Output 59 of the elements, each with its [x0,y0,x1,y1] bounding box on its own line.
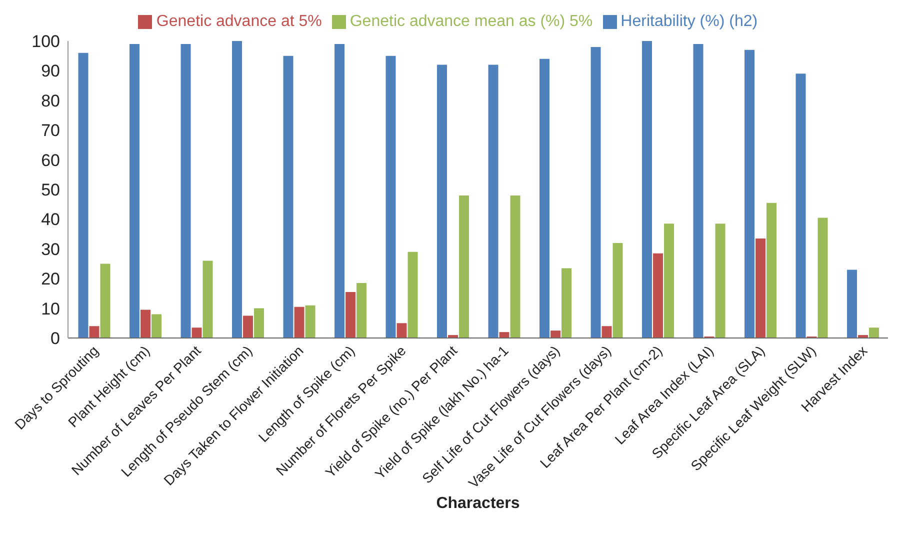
y-tick-label: 60 [41,150,60,170]
bar [847,270,857,338]
bar [294,306,304,338]
bar [202,260,213,338]
legend-label: Genetic advance at 5% [156,13,322,30]
bar [192,328,202,338]
bar [590,46,601,338]
legend-label: Heritability (%) (h2) [620,13,758,30]
bar [869,328,879,338]
bar [408,252,418,338]
bar [356,283,366,338]
bar [744,50,754,338]
x-axis-title: Characters [436,495,520,512]
y-tick-label: 70 [41,121,60,140]
bar [232,41,242,338]
bar [78,52,88,338]
bar [334,44,344,338]
bar [766,202,776,338]
bar [254,308,264,338]
bar [540,58,550,338]
y-tick-label: 10 [41,299,60,318]
bar [693,44,704,338]
bar [499,332,510,338]
bar [510,195,520,338]
bar [550,330,560,338]
bar [100,264,110,338]
bar [305,305,316,338]
y-tick-label: 50 [41,180,60,200]
bar [243,316,253,338]
bar [459,195,469,338]
bar [180,44,191,338]
y-tick-label: 0 [50,329,60,348]
y-tick-label: 40 [41,210,60,230]
legend-label: Genetic advance mean as (%) 5% [350,13,593,30]
y-tick-label: 90 [41,62,60,81]
y-tick-label: 100 [32,32,60,52]
y-tick-label: 20 [41,270,60,289]
bar [283,56,294,338]
bar [140,310,150,338]
bar [653,253,663,338]
bar [152,314,162,338]
bar [89,326,100,338]
bar [796,74,806,338]
y-tick-label: 80 [41,91,60,110]
bar [612,242,623,338]
bar [130,44,140,338]
bar [488,64,498,338]
bar [818,218,828,338]
bar [642,41,652,338]
bar [437,64,447,338]
bar [715,224,726,338]
bar [602,326,612,338]
bar [756,238,766,338]
bar [396,323,407,338]
bar [664,224,674,338]
bar [346,292,356,338]
y-tick-label: 30 [41,240,60,259]
bar [562,268,572,338]
bar [386,56,396,338]
